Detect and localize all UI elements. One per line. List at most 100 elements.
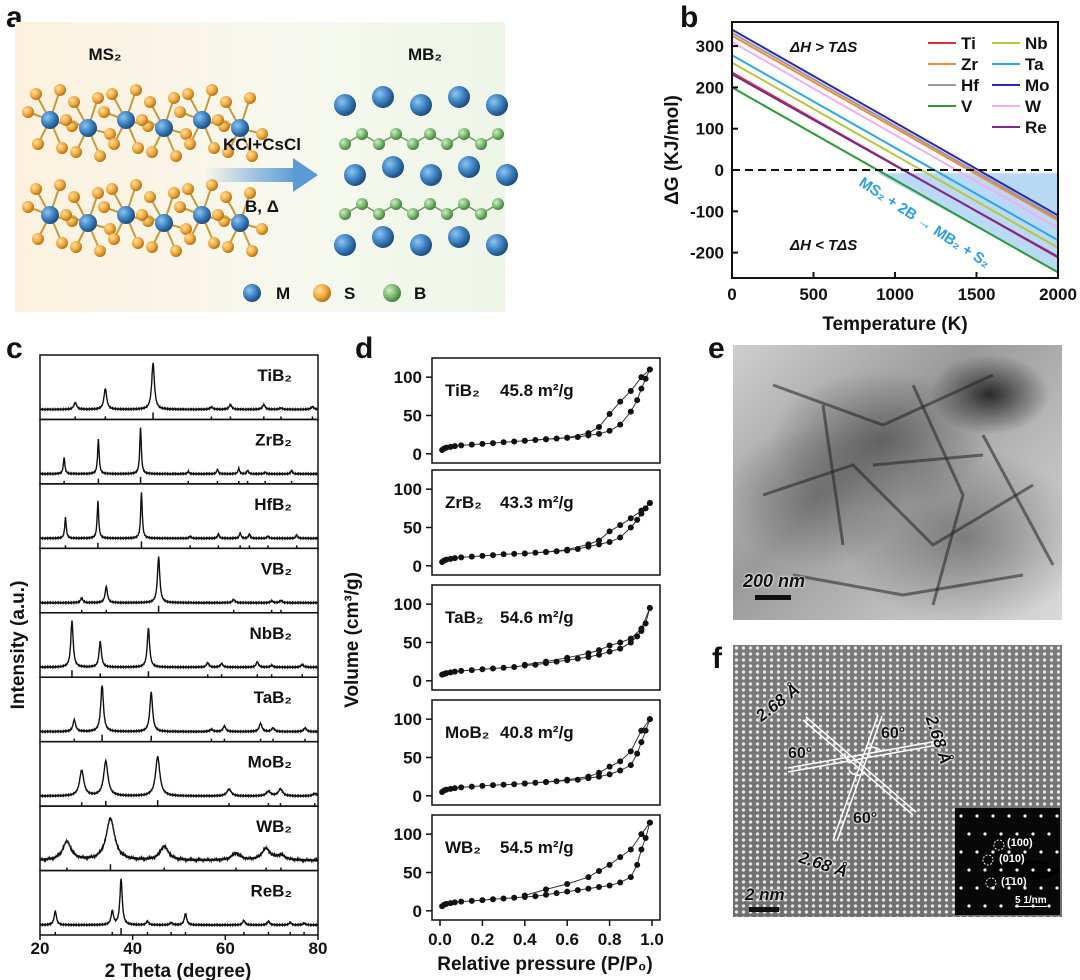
sulfur-atom <box>246 245 258 257</box>
desorption-point <box>606 763 613 770</box>
adsorption-point <box>553 778 560 785</box>
panel-c: c TiB₂ ZrB₂ HfB₂ VB₂ NbB₂ TaB₂ MoB₂ WB₂ ReB₂ 20 40… <box>6 332 327 980</box>
legend-label-v: V <box>961 97 973 116</box>
sulfur-atom <box>104 128 116 140</box>
desorption-point <box>596 769 602 776</box>
y-tick-label: 100 <box>394 368 422 387</box>
adsorption-point <box>634 861 641 868</box>
sulfur-atom <box>70 241 82 253</box>
sulfur-atom <box>30 88 42 100</box>
adsorption-point <box>553 548 560 555</box>
boron-atom <box>458 198 470 210</box>
desorption-point <box>627 635 634 642</box>
desorption-point <box>638 831 645 838</box>
sample-label: TaB₂ <box>254 688 292 707</box>
ms2-structure <box>22 84 268 257</box>
adsorption-point <box>532 549 539 556</box>
diffraction-spot <box>983 868 987 872</box>
series-line-hf <box>731 32 1059 220</box>
adsorption-point <box>468 441 475 448</box>
xrd-chart: TiB₂ ZrB₂ HfB₂ VB₂ NbB₂ TaB₂ MoB₂ WB₂ ReB₂ 20 40 60… <box>31 354 327 958</box>
metal-atom <box>448 86 470 108</box>
boron-atom <box>373 208 385 220</box>
y-tick-label: 0 <box>413 672 422 691</box>
y-tick-label: -100 <box>690 202 724 221</box>
adsorption-point <box>511 438 518 445</box>
sulfur-atom <box>92 187 104 199</box>
panel-label-e: e <box>708 332 725 365</box>
xrd-pattern-7 <box>39 817 319 864</box>
legend-label-zr: Zr <box>961 55 978 74</box>
x-tick-label: 20 <box>31 939 50 958</box>
sulfur-atom <box>68 191 80 203</box>
sulfur-atom <box>256 128 268 140</box>
adsorption-point <box>532 661 539 668</box>
adsorption-point <box>479 897 486 904</box>
adsorption-point <box>585 885 592 892</box>
lattice-annotations <box>787 714 944 842</box>
sulfur-atom <box>106 183 118 195</box>
sulfur-atom <box>206 84 218 96</box>
adsorption-point <box>638 385 645 392</box>
adsorption-point <box>574 433 581 440</box>
diffraction-spot <box>1039 850 1043 854</box>
diffraction-spot <box>1015 832 1019 836</box>
sulfur-atom <box>220 191 232 203</box>
sulfur-atom <box>170 245 182 257</box>
adsorption-point <box>451 555 458 562</box>
sulfur-atom <box>132 142 144 154</box>
series-line-mo <box>731 28 1059 217</box>
adsorption-point <box>479 782 486 789</box>
boron-atom <box>373 138 385 150</box>
desorption-point <box>596 867 602 874</box>
adsorption-point <box>490 665 496 672</box>
atom-legend: M S B <box>243 284 426 303</box>
desorption-point <box>627 748 634 755</box>
adsorption-point <box>500 895 507 902</box>
sulfur-atom <box>98 106 110 118</box>
x-tick-label: 1.0 <box>640 930 664 949</box>
sulfur-atom <box>94 150 106 162</box>
adsorption-point <box>479 552 486 559</box>
x-tick-label: 60 <box>216 939 235 958</box>
sulfur-atom <box>56 142 68 154</box>
adsorption-point <box>458 442 465 449</box>
panel-b: b -200 -100 0 100 200 300 0 500 1000 1500 2000 Ti Zr… <box>662 1 1077 335</box>
desorption-point <box>606 528 613 535</box>
adsorption-point <box>606 882 613 889</box>
y-tick-label: 0 <box>715 161 724 180</box>
sulfur-atom <box>60 114 72 126</box>
desorption-point <box>646 499 653 506</box>
sulfur-atom <box>146 146 158 158</box>
adsorption-point <box>617 421 624 428</box>
adsorption-point <box>627 762 634 769</box>
sulfur-atom <box>174 201 186 213</box>
diffraction-spot <box>1015 868 1019 872</box>
adsorption-point <box>458 554 465 561</box>
diffraction-spot <box>1047 904 1051 908</box>
metal-atom <box>155 214 173 232</box>
panel-label-d: d <box>355 332 373 365</box>
adsorption-point <box>642 620 649 627</box>
metal-atom <box>334 94 356 116</box>
metal-atom <box>448 226 470 248</box>
diffraction-spot <box>991 850 995 854</box>
adsorption-point <box>627 524 634 531</box>
nanosheet-wrinkles <box>762 373 1055 606</box>
annotation-lower: ΔH < TΔS <box>789 237 857 254</box>
y-tick-label: 300 <box>696 37 724 56</box>
legend-s-icon <box>313 284 331 302</box>
adsorption-point <box>574 545 581 552</box>
adsorption-point <box>574 655 581 662</box>
x-tick-label: 0.0 <box>428 930 452 949</box>
surface-area-label: 54.6 m²/g <box>500 608 574 627</box>
adsorption-point <box>627 874 634 881</box>
reaction-arrow-shaft <box>205 168 295 182</box>
series-line-v <box>731 86 1059 274</box>
desorption-point <box>596 537 602 544</box>
adsorption-point <box>511 781 518 788</box>
diffraction-spot <box>959 886 963 890</box>
xrd-pattern-8 <box>39 878 319 928</box>
metal-atom <box>420 164 442 186</box>
desorption-point <box>638 507 645 514</box>
